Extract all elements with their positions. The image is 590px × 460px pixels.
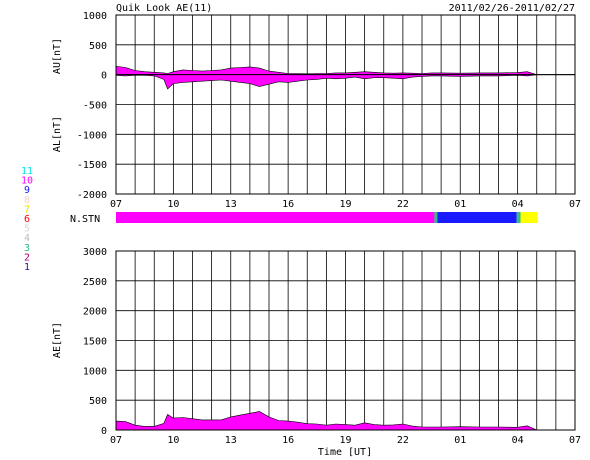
station-bar-label: N.STN bbox=[70, 214, 100, 225]
legend-item: 6 bbox=[24, 214, 30, 225]
y-tick-label: 2000 bbox=[83, 307, 107, 318]
ae-frame bbox=[115, 250, 576, 431]
x-tick-label: 10 bbox=[167, 199, 179, 210]
x-tick-label: 13 bbox=[225, 199, 237, 210]
ae-grid bbox=[116, 251, 575, 430]
legend-item: 2 bbox=[24, 252, 30, 263]
x-tick-label: 13 bbox=[225, 435, 237, 446]
x-tick-label: 07 bbox=[110, 435, 122, 446]
x-tick-label: 10 bbox=[167, 435, 179, 446]
y-tick-label: 3000 bbox=[83, 247, 107, 258]
y-tick-label: -1000 bbox=[77, 130, 107, 141]
y-tick-label: -500 bbox=[83, 101, 107, 112]
legend-item: 11 bbox=[21, 166, 33, 177]
al-area bbox=[115, 74, 537, 90]
au-axis-label: AU[nT] bbox=[52, 38, 63, 74]
legend-item: 1 bbox=[24, 262, 30, 273]
x-tick-label: 19 bbox=[339, 435, 351, 446]
x-tick-label: 04 bbox=[512, 435, 524, 446]
ae-axis-label: AE[nT] bbox=[52, 322, 63, 358]
x-tick-label: 07 bbox=[569, 435, 581, 446]
x-tick-label: 01 bbox=[454, 199, 466, 210]
legend-item: 8 bbox=[24, 195, 30, 206]
legend-item: 5 bbox=[24, 224, 30, 235]
au-al-y-ticks: 1000 500 0 -500 -1000 -1500 -2000 bbox=[77, 11, 107, 201]
station-count-bar: N.STN bbox=[70, 212, 538, 225]
x-tick-label: 01 bbox=[454, 435, 466, 446]
ae-area bbox=[115, 411, 537, 431]
x-tick-label: 22 bbox=[397, 435, 409, 446]
y-tick-label: -2000 bbox=[77, 190, 107, 201]
x-tick-label: 07 bbox=[569, 199, 581, 210]
x-tick-label: 16 bbox=[282, 435, 294, 446]
station-bar-segment bbox=[434, 212, 438, 223]
al-axis-label: AL[nT] bbox=[52, 116, 63, 152]
y-tick-label: 0 bbox=[101, 71, 107, 82]
au-al-x-ticks: 07 10 13 16 19 22 01 04 07 bbox=[110, 199, 581, 210]
y-tick-label: -1500 bbox=[77, 160, 107, 171]
y-tick-label: 0 bbox=[101, 426, 107, 437]
chart-title: Quik Look AE(11) bbox=[116, 3, 212, 14]
y-tick-label: 1500 bbox=[83, 337, 107, 348]
au-al-frame bbox=[115, 14, 576, 195]
legend-item: 10 bbox=[21, 176, 33, 187]
y-tick-label: 2500 bbox=[83, 277, 107, 288]
x-tick-label: 04 bbox=[512, 199, 524, 210]
ae-x-ticks: 07 10 13 16 19 22 01 04 07 bbox=[110, 435, 581, 446]
y-tick-label: 1000 bbox=[83, 11, 107, 22]
x-tick-label: 22 bbox=[397, 199, 409, 210]
station-bar-segment bbox=[520, 212, 538, 223]
x-tick-label: 19 bbox=[339, 199, 351, 210]
ae-y-ticks: 3000 2500 2000 1500 1000 500 0 bbox=[83, 247, 107, 437]
legend-item: 3 bbox=[24, 243, 30, 254]
legend-item: 7 bbox=[24, 204, 30, 215]
y-tick-label: 500 bbox=[89, 396, 107, 407]
au-area bbox=[115, 65, 537, 75]
x-tick-label: 07 bbox=[110, 199, 122, 210]
legend-item: 9 bbox=[24, 185, 30, 196]
au-al-panel: 1000 500 0 -500 -1000 -1500 -2000 07 10 13 16 19 22… bbox=[52, 11, 581, 210]
legend-item: 4 bbox=[24, 233, 30, 244]
station-bar-segment bbox=[437, 212, 517, 223]
y-tick-label: 500 bbox=[89, 41, 107, 52]
station-bar-segment bbox=[516, 212, 521, 223]
x-tick-label: 16 bbox=[282, 199, 294, 210]
y-tick-label: 1000 bbox=[83, 366, 107, 377]
station-bar-segment bbox=[116, 212, 435, 223]
date-range: 2011/02/26-2011/02/27 bbox=[449, 3, 575, 14]
time-axis-label: Time [UT] bbox=[318, 447, 372, 458]
station-bar-segments bbox=[116, 212, 538, 223]
